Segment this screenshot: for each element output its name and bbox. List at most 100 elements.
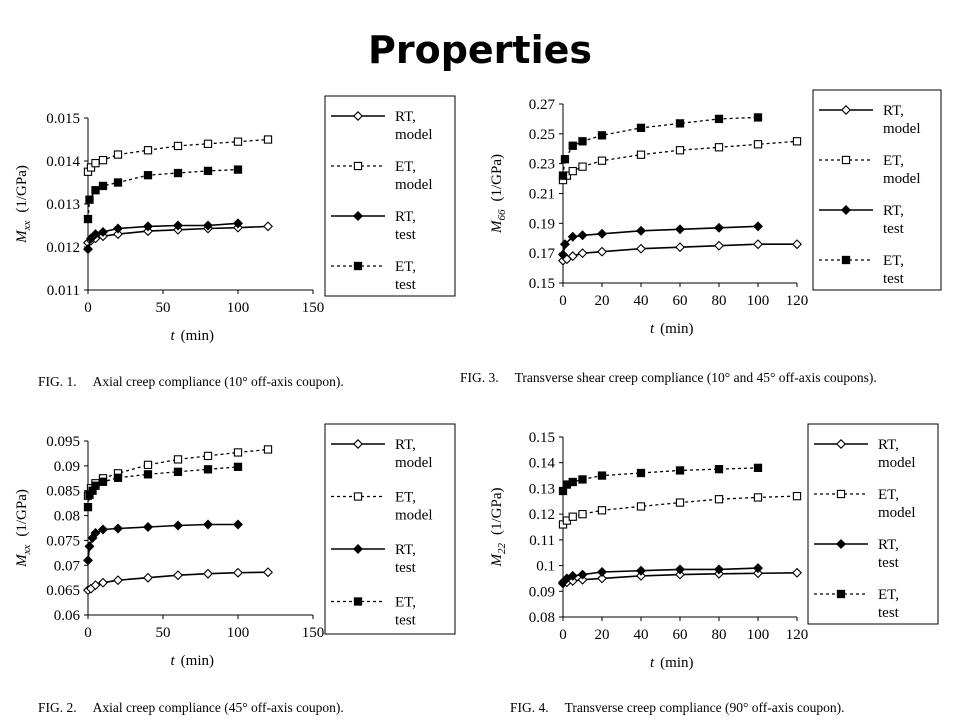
data-point [714,143,724,152]
y-tick-label: 0.19 [529,216,555,232]
x-tick-label: 60 [673,627,688,643]
data-point [233,137,243,146]
data-point [577,248,588,259]
data-point [233,567,243,578]
x-tick-label: 60 [673,293,688,309]
series-line [562,140,798,181]
x-axis-label: t (min) [171,653,215,669]
data-point [675,242,685,253]
data-point [83,214,93,224]
data-point [753,568,763,579]
data-point [558,249,568,260]
figure-4-caption-text: Transverse creep compliance (90° off-axi… [564,700,845,715]
data-point [675,564,685,575]
data-point [568,477,577,487]
legend-label: model [395,455,433,471]
data-point [792,491,802,501]
data-point [143,221,153,232]
legend-box [324,95,456,297]
data-point [597,506,607,515]
series-4 [83,462,243,512]
data-point [675,146,685,155]
data-point [90,580,101,591]
data-point [233,448,243,457]
page-title: Properties [368,28,592,72]
data-point [113,473,123,482]
x-tick-label: 100 [227,625,250,641]
legend-label: ET, [395,595,416,611]
y-axis-label-subscript: xx [21,221,33,232]
x-axis-label: t (min) [650,321,694,337]
data-point [675,498,685,507]
data-point [675,224,685,235]
data-point [597,131,607,140]
data-point [714,564,724,575]
data-point [173,220,183,231]
data-point [567,251,578,262]
y-axis-label: M22 (1/GPa) [489,488,508,568]
legend-label: test [395,560,417,576]
data-point [753,493,763,502]
legend-label: model [878,505,916,521]
legend-label: model [395,127,433,143]
figure-3-caption-number: FIG. 3. [460,370,499,385]
x-tick-label: 40 [634,293,649,309]
legend-label: model [395,508,433,524]
data-point [85,195,94,204]
legend-label: model [395,177,433,193]
y-tick-label: 0.15 [529,430,555,446]
figure-3-caption-text: Transverse shear creep compliance (10° a… [514,370,877,385]
legend-label: test [395,227,417,243]
data-point [714,222,724,233]
data-point [636,502,646,511]
data-point [714,114,724,124]
x-tick-label: 150 [302,300,325,316]
y-tick-label: 0.06 [54,608,81,624]
data-point [577,574,588,585]
data-point [113,229,123,240]
data-point [753,140,763,149]
data-point [597,246,607,257]
data-point [203,166,213,176]
legend-label: ET, [395,259,416,275]
data-point [203,519,213,530]
data-point [567,570,578,581]
data-point [753,221,763,232]
y-axis-label: Mxx (1/GPa) [14,489,33,568]
data-point [578,162,587,171]
data-point [233,218,243,229]
legend-label: RT, [395,109,416,125]
x-tick-label: 100 [227,300,250,316]
legend-marker [836,539,846,549]
data-point [91,186,100,195]
data-point [173,141,183,151]
legend-marker [353,211,363,221]
y-tick-label: 0.25 [529,127,555,143]
data-point [753,113,763,122]
data-point [753,463,763,473]
series-line [87,448,269,496]
series-line [87,523,238,561]
legend-label: RT, [395,209,416,225]
y-tick-label: 0.015 [46,111,80,127]
data-point [578,137,587,146]
legend: RT, model ET, model RT, test ET, test [324,423,456,635]
y-axis-label-subscript: xx [21,545,33,556]
legend-label: ET, [883,153,904,169]
x-tick-label: 0 [84,625,92,641]
data-point [98,577,108,588]
data-point [560,155,570,164]
data-point [233,165,243,174]
figure-1-caption-number: FIG. 1. [38,374,77,389]
y-tick-label: 0.011 [47,283,80,299]
data-point [203,451,213,461]
legend-box [812,89,942,291]
x-tick-label: 120 [786,627,809,643]
data-point [203,220,213,231]
y-axis-label-subscript: 66 [496,209,508,221]
data-point [792,239,802,250]
x-tick-label: 120 [786,293,809,309]
data-point [173,455,183,464]
data-point [98,155,108,165]
